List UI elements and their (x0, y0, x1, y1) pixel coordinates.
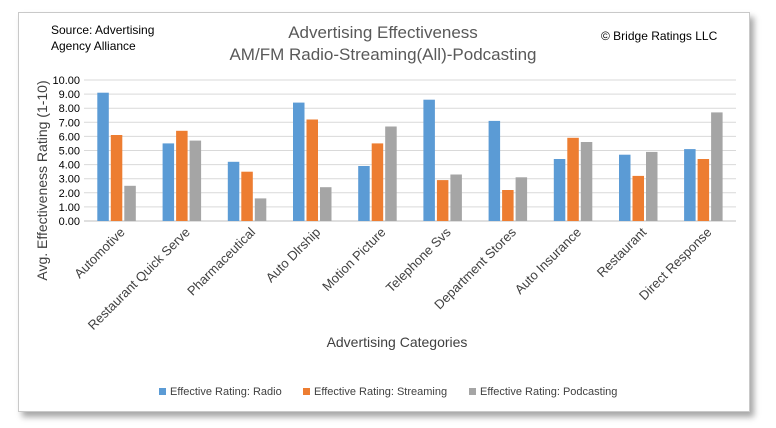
y-tick-label: 0.00 (59, 216, 80, 228)
chart-title-line-2: AM/FM Radio-Streaming(All)-Podcasting (229, 45, 536, 64)
y-axis-ticks: 0.00 1.00 2.00 3.00 4.00 5.00 6.00 7.00 8.00 9.00… (52, 75, 80, 228)
legend-item-radio: Effective Rating: Radio (159, 386, 282, 398)
legend-item-podcasting: Effective Rating: Podcasting (469, 386, 617, 398)
y-tick-label: 2.00 (59, 188, 80, 200)
bar-streaming (697, 159, 710, 221)
copyright-note: © Bridge Ratings LLC (601, 29, 718, 43)
bar-podcasting (450, 174, 462, 221)
legend-swatch (469, 388, 476, 395)
x-tick-label: Pharmaceutical (184, 224, 258, 298)
x-axis-title: Advertising Categories (327, 334, 468, 350)
bar-streaming (436, 180, 449, 221)
bar-podcasting (580, 142, 593, 221)
source-note-line-2: Agency Alliance (51, 39, 136, 53)
bar-podcasting (646, 151, 658, 221)
bar-podcasting (189, 140, 202, 221)
bar-streaming (110, 135, 123, 221)
bar-podcasting (385, 126, 397, 221)
bar-radio (162, 143, 175, 221)
x-tick-label: Automotive (71, 225, 128, 282)
bar-podcasting (515, 177, 528, 221)
bar-radio (684, 149, 696, 221)
y-tick-label: 6.00 (59, 131, 80, 143)
chart-title-line-1: Advertising Effectiveness (288, 23, 478, 42)
legend-label: Effective Rating: Streaming (314, 386, 447, 398)
chart-notes: Source: Advertising Agency Alliance © Br… (51, 23, 718, 53)
bar-radio (619, 154, 631, 221)
bar-streaming (567, 137, 579, 221)
legend-swatch (159, 388, 166, 395)
bar-podcasting (320, 187, 332, 221)
bar-streaming (306, 119, 318, 221)
bar-streaming (502, 190, 514, 221)
bar-radio (488, 120, 501, 221)
bar-radio (423, 99, 435, 221)
bar-radio (227, 161, 240, 221)
x-tick-label: Auto Dlrship (263, 225, 324, 286)
x-tick-label: Telephone Svs (383, 224, 454, 295)
y-tick-label: 8.00 (59, 103, 80, 115)
source-note-line-1: Source: Advertising (51, 23, 154, 37)
y-tick-label: 3.00 (59, 174, 80, 186)
y-tick-label: 1.00 (59, 202, 80, 214)
y-tick-label: 10.00 (52, 75, 80, 87)
x-tick-label: Motion Picture (319, 225, 388, 294)
legend-label: Effective Rating: Radio (170, 386, 282, 398)
bar-podcasting (124, 185, 136, 222)
y-axis-title: Avg. Effectiveness Rating (1-10) (34, 80, 50, 280)
bar-podcasting (254, 198, 267, 221)
bar-chart: Source: Advertising Agency Alliance © Br… (34, 23, 736, 398)
chart-frame: Source: Advertising Agency Alliance © Br… (18, 12, 750, 412)
legend: Effective Rating: Radio Effective Rating:… (159, 386, 617, 398)
legend-swatch (303, 388, 310, 395)
legend-item-streaming: Effective Rating: Streaming (303, 386, 447, 398)
bar-radio (293, 102, 305, 221)
chart-title: Advertising Effectiveness AM/FM Radio-St… (229, 23, 536, 64)
bar-streaming (176, 130, 188, 221)
legend-label: Effective Rating: Podcasting (480, 386, 617, 398)
bar-podcasting (711, 112, 723, 221)
y-tick-label: 7.00 (59, 117, 80, 129)
y-tick-label: 4.00 (59, 160, 80, 172)
x-tick-label: Auto Insurance (512, 225, 584, 297)
bars (97, 92, 723, 222)
bar-radio (97, 92, 109, 221)
bar-streaming (632, 175, 644, 221)
y-tick-label: 9.00 (59, 89, 80, 101)
x-tick-label: Restaurant (594, 224, 650, 280)
bar-radio (358, 166, 370, 221)
bar-streaming (241, 171, 253, 221)
bar-radio (553, 159, 566, 221)
bar-streaming (371, 143, 384, 221)
y-tick-label: 5.00 (59, 146, 80, 158)
